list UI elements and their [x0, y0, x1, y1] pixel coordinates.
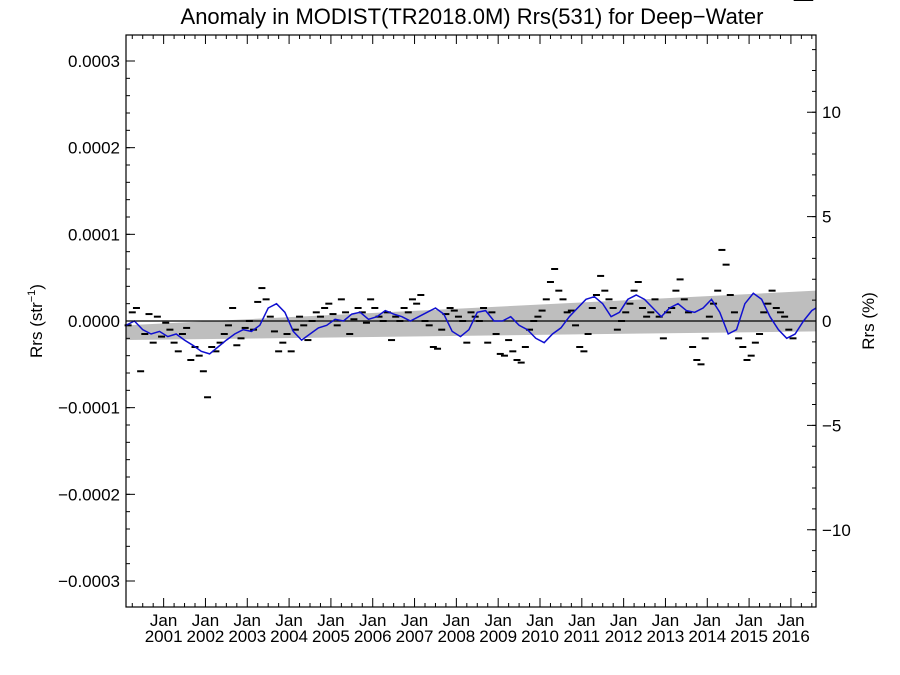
x-tick-label-year: 2014: [688, 627, 726, 646]
x-tick-label-month: Jan: [777, 611, 804, 630]
x-tick-label-year: 2010: [521, 627, 559, 646]
chart-title: Anomaly in MODIST(TR2018.0M) Rrs(531) fo…: [181, 4, 764, 29]
x-tick-label-month: Jan: [484, 611, 511, 630]
plot-area: [124, 0, 817, 608]
y2-tick-label: −5: [822, 416, 841, 435]
x-tick-label-month: Jan: [610, 611, 637, 630]
x-tick-label-month: Jan: [735, 611, 762, 630]
x-tick-label-year: 2016: [772, 627, 810, 646]
y2-tick-label: −10: [822, 521, 851, 540]
x-tick-label-month: Jan: [401, 611, 428, 630]
y-tick-label: 0.0000: [68, 312, 120, 331]
y-tick-label: 0.0001: [68, 225, 120, 244]
x-tick-label-year: 2012: [605, 627, 643, 646]
left-axis-label: Rrs (str−1): [26, 284, 46, 358]
x-tick-label-month: Jan: [526, 611, 553, 630]
x-tick-label-year: 2009: [479, 627, 517, 646]
x-tick-label-year: 2001: [145, 627, 183, 646]
y-tick-label: 0.0002: [68, 139, 120, 158]
y-tick-label: −0.0003: [58, 572, 120, 591]
x-tick-label-month: Jan: [443, 611, 470, 630]
left-axis-label-close: ): [27, 284, 46, 290]
confidence-band: [126, 290, 816, 341]
x-tick-label-month: Jan: [234, 611, 261, 630]
left-axis-label-main: Rrs (str: [27, 302, 46, 358]
y2-tick-label: 0: [822, 312, 831, 331]
x-tick-label-year: 2015: [730, 627, 768, 646]
x-tick-label-month: Jan: [317, 611, 344, 630]
x-tick-label-year: 2006: [354, 627, 392, 646]
y-tick-label: −0.0001: [58, 399, 120, 418]
x-axis: Jan2001Jan2002Jan2003Jan2004Jan2005Jan20…: [131, 35, 813, 646]
y2-tick-label: 10: [822, 103, 841, 122]
x-tick-label-month: Jan: [694, 611, 721, 630]
x-tick-label-month: Jan: [275, 611, 302, 630]
y-tick-label: −0.0002: [58, 485, 120, 504]
left-y-axis: 0.0003 0.0002 0.0001 0.0000 −0.0001 −0.0002 −0…: [58, 52, 135, 591]
y-tick-label: 0.0003: [68, 52, 120, 71]
x-tick-label-year: 2008: [437, 627, 475, 646]
x-tick-label-year: 2007: [396, 627, 434, 646]
smoothed-anomaly-line: [125, 292, 817, 355]
x-tick-label-year: 2005: [312, 627, 350, 646]
x-tick-label-year: 2003: [228, 627, 266, 646]
y2-tick-label: 5: [822, 208, 831, 227]
x-tick-label-year: 2002: [187, 627, 225, 646]
x-tick-label-year: 2004: [270, 627, 308, 646]
x-tick-label-month: Jan: [192, 611, 219, 630]
x-tick-label-month: Jan: [150, 611, 177, 630]
left-axis-label-sup: −1: [26, 290, 38, 303]
x-tick-label-year: 2011: [564, 627, 601, 646]
x-tick-label-month: Jan: [359, 611, 386, 630]
x-tick-label-month: Jan: [568, 611, 595, 630]
x-tick-label-month: Jan: [652, 611, 679, 630]
x-tick-label-year: 2013: [647, 627, 685, 646]
monthly-anomaly-points: [124, 0, 814, 399]
right-axis-label: Rrs (%): [859, 292, 878, 350]
right-y-axis: 10 5 0 −5 −10: [807, 49, 851, 593]
